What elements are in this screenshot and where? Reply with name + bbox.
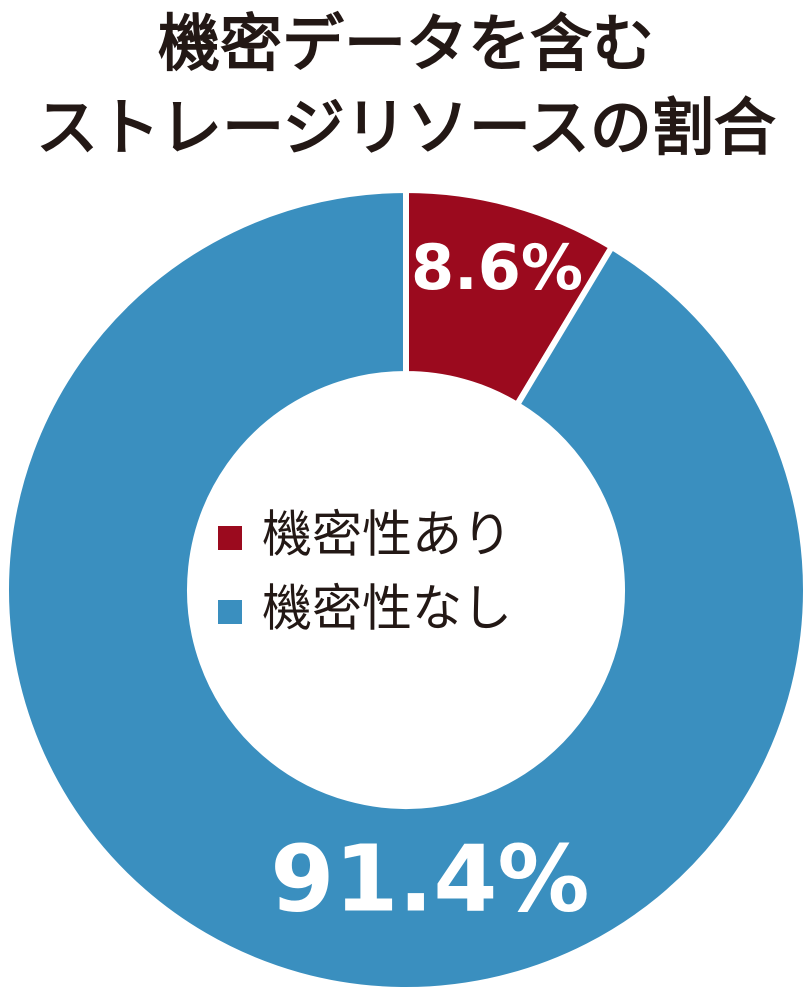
data-label: 8.6%	[411, 231, 583, 304]
donut-segment	[3, 186, 809, 993]
legend-label: 機密性あり	[262, 506, 512, 564]
legend-label: 機密性なし	[262, 580, 512, 638]
data-label: 91.4%	[270, 825, 589, 932]
chart-title: ストレージリソースの割合	[36, 91, 776, 164]
legend-swatch	[218, 526, 242, 550]
chart-title: 機密データを含む	[158, 7, 654, 80]
legend-swatch	[218, 600, 242, 624]
